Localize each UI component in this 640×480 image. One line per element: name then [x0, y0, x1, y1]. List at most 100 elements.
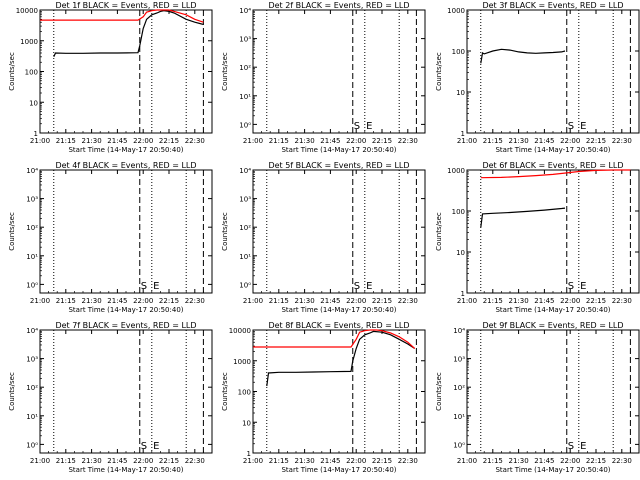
x-tick-label: 22:15	[159, 297, 179, 305]
y-axis-label: Counts/sec	[435, 52, 443, 91]
x-tick-label: 22:15	[586, 137, 606, 145]
y-tick-label: 10000	[16, 7, 38, 15]
y-tick-label: 100	[452, 48, 465, 56]
chart-panel-2: Det 2f BLACK = Events, RED = LLD 10⁴ 10³ 10…	[221, 1, 426, 154]
lld-series-line	[253, 329, 416, 349]
y-tick-label: 10⁴	[26, 327, 38, 335]
start-marker-label: S	[568, 441, 574, 452]
x-tick-label: 21:30	[509, 297, 529, 305]
y-tick-label: 10¹	[26, 253, 38, 261]
lld-series-line	[40, 9, 204, 23]
end-marker-label: E	[153, 281, 159, 292]
y-tick-label: 10³	[26, 356, 38, 364]
x-tick-label: 21:30	[82, 297, 102, 305]
x-axis-label: Start Time (14-May-17 20:50:40)	[281, 466, 396, 474]
y-tick-label: 100	[25, 69, 38, 77]
x-tick-label: 22:30	[612, 297, 632, 305]
x-axis-label: Start Time (14-May-17 20:50:40)	[495, 466, 610, 474]
x-tick-label: 21:15	[269, 457, 289, 465]
y-axis-label: Counts/sec	[221, 212, 229, 251]
x-tick-label: 21:15	[483, 457, 503, 465]
y-tick-label: 10²	[239, 224, 251, 232]
chart-panel-6: Det 6f BLACK = Events, RED = LLD 1000 100 1…	[435, 161, 640, 314]
y-tick-label: 10¹	[239, 253, 251, 261]
y-tick-label: 100	[452, 208, 465, 216]
y-tick-label: 10	[456, 89, 465, 97]
x-tick-label: 21:30	[295, 297, 315, 305]
chart-title: Det 9f BLACK = Events, RED = LLD	[482, 321, 623, 330]
lld-series-line	[480, 169, 631, 179]
y-tick-label: 10⁴	[26, 167, 38, 175]
y-tick-label: 10²	[26, 224, 38, 232]
x-tick-label: 21:45	[320, 457, 340, 465]
x-tick-label: 21:15	[483, 137, 503, 145]
x-tick-label: 22:30	[398, 137, 418, 145]
y-axis-label: Counts/sec	[435, 372, 443, 411]
x-axis-label: Start Time (14-May-17 20:50:40)	[495, 146, 610, 154]
x-tick-label: 21:45	[320, 137, 340, 145]
x-tick-label: 21:00	[30, 297, 50, 305]
end-marker-label: E	[366, 281, 372, 292]
chart-title: Det 5f BLACK = Events, RED = LLD	[268, 161, 409, 170]
y-tick-label: 10⁰	[453, 441, 465, 449]
y-tick-label: 10³	[26, 196, 38, 204]
y-axis-label: Counts/sec	[221, 52, 229, 91]
x-axis-label: Start Time (14-May-17 20:50:40)	[281, 306, 396, 314]
chart-panel-8: Det 8f BLACK = Events, RED = LLD 10000 100…	[221, 321, 426, 474]
x-tick-label: 22:15	[586, 297, 606, 305]
x-tick-label: 21:45	[320, 297, 340, 305]
y-tick-label: 10¹	[453, 413, 465, 421]
x-tick-label: 21:45	[107, 457, 127, 465]
y-tick-label: 10	[456, 249, 465, 257]
chart-title: Det 4f BLACK = Events, RED = LLD	[55, 161, 196, 170]
x-axis-label: Start Time (14-May-17 20:50:40)	[68, 146, 183, 154]
x-tick-label: 22:00	[560, 137, 580, 145]
x-tick-label: 22:00	[560, 297, 580, 305]
y-tick-label: 1000	[20, 38, 38, 46]
events-series-line	[266, 330, 416, 387]
x-tick-label: 22:30	[612, 137, 632, 145]
x-tick-label: 21:00	[30, 457, 50, 465]
y-tick-label: 1	[461, 130, 465, 138]
x-tick-label: 21:45	[534, 297, 554, 305]
y-tick-label: 10³	[239, 196, 251, 204]
x-tick-label: 22:15	[372, 297, 392, 305]
start-marker-label: S	[141, 441, 147, 452]
x-tick-label: 22:00	[133, 457, 153, 465]
x-tick-label: 21:00	[30, 137, 50, 145]
y-tick-label: 10	[29, 99, 38, 107]
y-tick-label: 10³	[239, 36, 251, 44]
x-tick-label: 21:00	[457, 297, 477, 305]
x-axis-label: Start Time (14-May-17 20:50:40)	[495, 306, 610, 314]
y-tick-label: 1000	[447, 7, 465, 15]
y-tick-label: 1	[461, 290, 465, 298]
y-tick-label: 1	[247, 450, 251, 458]
chart-panel-5: Det 5f BLACK = Events, RED = LLD 10⁴ 10³ 10…	[221, 161, 426, 314]
y-tick-label: 10⁰	[239, 281, 251, 289]
start-marker-label: S	[568, 121, 574, 132]
x-tick-label: 22:00	[346, 297, 366, 305]
start-marker-label: S	[141, 281, 147, 292]
chart-panel-9: Det 9f BLACK = Events, RED = LLD 10⁴ 10³ 10…	[435, 321, 640, 474]
chart-panel-7: Det 7f BLACK = Events, RED = LLD 10⁴ 10³ 10…	[8, 321, 213, 474]
x-tick-label: 21:15	[56, 137, 76, 145]
chart-title: Det 3f BLACK = Events, RED = LLD	[482, 1, 623, 10]
y-tick-label: 10¹	[239, 93, 251, 101]
events-series-line	[480, 207, 566, 228]
x-tick-label: 22:30	[612, 457, 632, 465]
y-tick-label: 10000	[229, 327, 251, 335]
x-tick-label: 22:15	[159, 137, 179, 145]
x-tick-label: 21:00	[243, 297, 263, 305]
x-tick-label: 22:15	[372, 137, 392, 145]
y-tick-label: 10⁰	[26, 441, 38, 449]
chart-panel-1: Det 1f BLACK = Events, RED = LLD 10000 100…	[8, 1, 213, 154]
x-tick-label: 21:30	[509, 137, 529, 145]
x-tick-label: 22:30	[185, 297, 205, 305]
chart-title: Det 7f BLACK = Events, RED = LLD	[55, 321, 196, 330]
end-marker-label: E	[580, 441, 586, 452]
x-tick-label: 21:00	[457, 137, 477, 145]
y-axis-label: Counts/sec	[8, 212, 16, 251]
x-tick-label: 22:30	[398, 457, 418, 465]
y-tick-label: 10⁴	[239, 7, 251, 15]
